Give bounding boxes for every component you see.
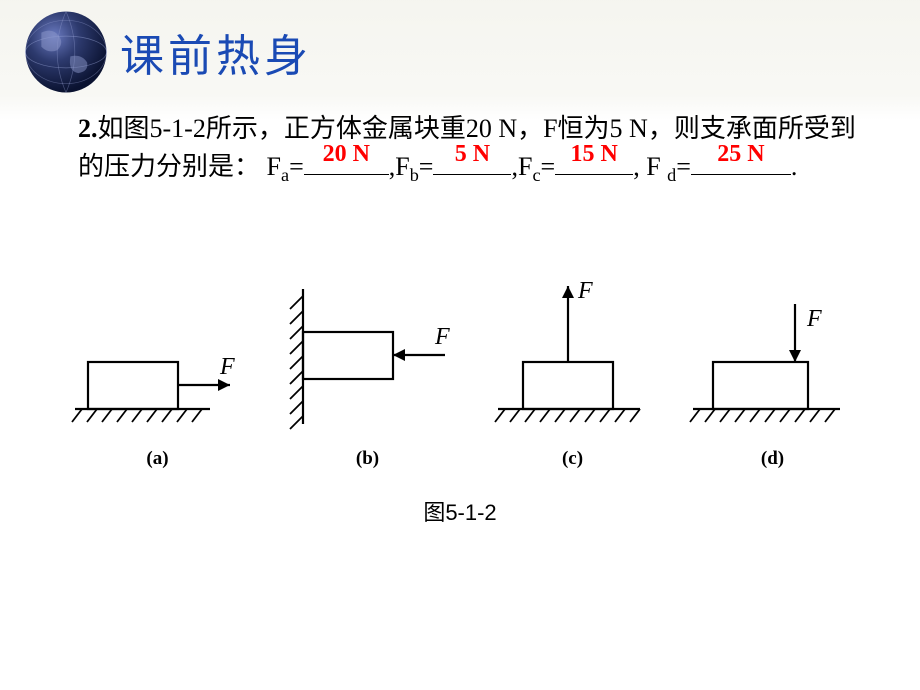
- diagram-c-svg: F: [490, 264, 655, 434]
- answer-d: 25 N: [717, 137, 764, 172]
- question-text: 2.如图5-1-2所示，正方体金属块重20 N，F恒为5 N，则支承面所受到的压…: [78, 110, 858, 188]
- diagram-b-svg: F: [275, 284, 460, 434]
- diagram-a-svg: F: [70, 314, 245, 434]
- answer-a: 20 N: [323, 137, 370, 172]
- answer-c: 15 N: [571, 137, 618, 172]
- fd-label: F: [646, 152, 667, 181]
- fa-label: F: [267, 152, 281, 181]
- fc-label: F: [518, 152, 532, 181]
- force-label-d: F: [806, 306, 822, 332]
- diagram-a: F (a): [70, 314, 245, 470]
- diagram-c-label: (c): [562, 448, 583, 470]
- diagram-c: F (c): [490, 264, 655, 470]
- force-label-b: F: [434, 324, 450, 350]
- force-label-c: F: [577, 278, 593, 304]
- page-title: 课前热身: [120, 20, 312, 84]
- globe-icon: [22, 8, 110, 96]
- force-label-a: F: [219, 354, 235, 380]
- figure-caption: 图5-1-2: [0, 495, 920, 527]
- fd-sub: d: [667, 165, 676, 185]
- diagram-d-label: (d): [761, 448, 784, 470]
- answer-b: 5 N: [455, 137, 490, 172]
- eq-a: =: [289, 152, 304, 181]
- blank-c: 15 N: [555, 174, 633, 175]
- blank-a: 20 N: [304, 174, 389, 175]
- comma-c: ,: [633, 152, 640, 181]
- question-number: 2.: [78, 114, 98, 143]
- diagram-d-svg: F: [685, 264, 860, 434]
- diagram-b: F (b): [275, 284, 460, 470]
- title-text: 课前热身: [120, 32, 312, 81]
- diagram-a-label: (a): [146, 448, 168, 470]
- period: .: [791, 152, 798, 181]
- fa-sub: a: [281, 165, 289, 185]
- diagram-row: F (a): [70, 245, 860, 470]
- diagram-d: F (d): [685, 264, 860, 470]
- fb-label: F: [395, 152, 409, 181]
- eq-b: =: [419, 152, 434, 181]
- blank-b: 5 N: [433, 174, 511, 175]
- diagram-b-label: (b): [356, 448, 379, 470]
- fc-sub: c: [532, 165, 540, 185]
- eq-c: =: [541, 152, 556, 181]
- blank-d: 25 N: [691, 174, 791, 175]
- eq-d: =: [676, 152, 691, 181]
- fb-sub: b: [410, 165, 419, 185]
